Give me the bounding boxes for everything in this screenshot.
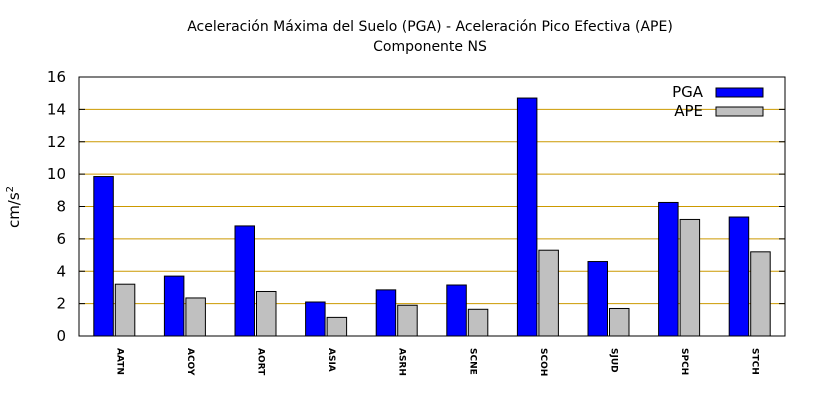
bar-pga-asia (305, 301, 326, 337)
y-tick-label: 10 (47, 165, 66, 183)
bar-ape-aatn (114, 283, 136, 337)
x-tick-label: AORT (256, 348, 266, 376)
bar-ape-scoh (538, 249, 559, 337)
y-tick-label: 4 (56, 262, 66, 280)
bar-ape-aort (256, 290, 277, 337)
bars (93, 97, 771, 337)
bar-pga-spch (658, 201, 679, 337)
plot-frame (78, 76, 786, 337)
bar-pga-stch (728, 216, 750, 337)
y-axis-label-unit: cm/s (5, 192, 23, 228)
bar-pga-sjud (587, 261, 608, 337)
y-tick-label: 6 (56, 230, 66, 248)
y-tick-label: 14 (47, 100, 66, 118)
x-tick-label: SCNE (467, 348, 477, 375)
y-tick-label: 16 (47, 68, 66, 86)
bar-ape-scne (467, 308, 489, 337)
x-tick-label: STCH (750, 348, 760, 375)
y-tick-label: 0 (56, 327, 66, 345)
bar-ape-sjud (609, 307, 630, 337)
x-tick-label: SJUD (609, 348, 619, 373)
bar-ape-asia (326, 316, 348, 337)
legend-label-pga: PGA (672, 83, 704, 101)
chart-title: Aceleración Máxima del Suelo (PGA) - Ace… (187, 19, 673, 35)
y-axis-label: cm/s2 (5, 186, 23, 228)
bar-pga-scne (446, 284, 467, 337)
chart-subtitle: Componente NS (373, 39, 487, 55)
bar-ape-stch (750, 251, 771, 337)
x-tick-label: AATN (114, 348, 124, 375)
y-tick-label: 12 (47, 133, 66, 151)
bar-ape-spch (679, 218, 701, 337)
bar-pga-aort (234, 225, 255, 337)
gridlines (79, 108, 785, 305)
bar-ape-asrh (397, 304, 418, 337)
y-tick-label: 8 (56, 198, 66, 216)
x-tick-label: SPCH (679, 348, 689, 375)
legend-swatch-pga (715, 87, 764, 98)
y-axis-label-exponent: 2 (5, 186, 16, 192)
x-tick-label: ASIA (326, 348, 336, 372)
x-tick-label: ASRH (397, 348, 407, 376)
legend-swatch-ape (715, 106, 764, 117)
bar-pga-asrh (375, 289, 397, 337)
bar-pga-aatn (93, 176, 114, 337)
x-tick-label: ACOY (185, 348, 195, 376)
legend-label-ape: APE (674, 102, 703, 120)
axes: 0 2 4 6 8 10 12 14 16 AATN ACOY AORT ASIA ASRH SCNE SCO… (47, 68, 786, 376)
bar-pga-scoh (516, 97, 538, 337)
x-tick-label: SCOH (538, 348, 548, 376)
y-tick-label: 2 (56, 295, 66, 313)
bar-pga-acoy (163, 275, 185, 337)
bar-ape-acoy (185, 297, 206, 337)
